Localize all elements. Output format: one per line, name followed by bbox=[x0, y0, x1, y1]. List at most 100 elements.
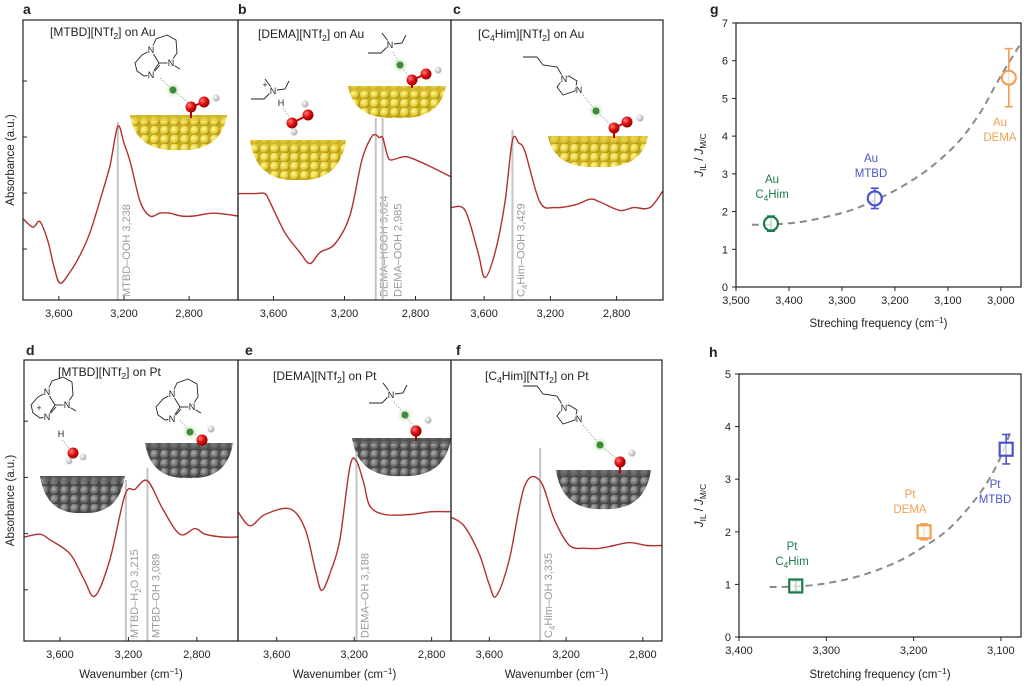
y-tick-label: 4 bbox=[725, 422, 731, 434]
point-label-name-part: DEMA bbox=[893, 504, 927, 516]
x-tick-label: 3,200 bbox=[900, 645, 928, 657]
panel-title-part: 2 bbox=[121, 371, 126, 381]
panel-title-part: ] on Au bbox=[118, 25, 155, 39]
x-tick-label: 3,100 bbox=[987, 645, 1015, 657]
bond bbox=[173, 408, 182, 418]
x-axis-label: Streching frequency (cm−1) bbox=[810, 316, 948, 330]
spectrum-curve bbox=[237, 457, 452, 592]
pt-surface-top bbox=[145, 443, 233, 449]
y-axis-label-part: Absorbance (a.u.) bbox=[5, 114, 17, 206]
point-label-metal: Pt bbox=[787, 541, 799, 553]
bond bbox=[381, 32, 389, 42]
spectrum-panel-a: a [MTBD][NTf2] on Au MTBD–OOH 3,238 3,600 3,… bbox=[5, 1, 239, 320]
peak-label: C4Him–OH 3,335 bbox=[543, 553, 557, 638]
panel-title-part: [MTBD][NTf bbox=[50, 25, 114, 39]
pt-surface-slab bbox=[556, 470, 651, 510]
gold-surface-slab bbox=[548, 136, 648, 168]
gold-surface-top bbox=[250, 140, 346, 146]
data-point-mtbd: Au MTBD bbox=[855, 153, 887, 210]
oxygen-atom-icon bbox=[608, 122, 620, 134]
marker-circle bbox=[866, 190, 883, 207]
x-tick-label: 2,800 bbox=[175, 308, 203, 320]
x-axis-label-part: ) bbox=[179, 669, 183, 681]
spectrum-curve bbox=[450, 475, 663, 598]
atom-label: N bbox=[561, 403, 568, 413]
oxygen-atom-icon bbox=[621, 116, 633, 128]
panel-title-part: [DEMA][NTf bbox=[273, 369, 338, 383]
y-tick-label: 3 bbox=[725, 474, 731, 486]
y-axis-label-part: J bbox=[694, 148, 706, 155]
data-point-mtbd: Pt MTBD bbox=[979, 433, 1014, 506]
gold-surface-slab bbox=[348, 86, 446, 119]
peak-label: MTBD–OH 3,089 bbox=[150, 554, 162, 638]
x-axis-label-part: −1 bbox=[383, 667, 393, 676]
data-point-c4him: Pt C4Him bbox=[775, 541, 809, 594]
pt-atoms bbox=[145, 443, 233, 479]
x-axis-label-part: −1 bbox=[595, 667, 605, 676]
panel-letter: e bbox=[245, 342, 253, 358]
hydrogen-atom-icon bbox=[628, 449, 636, 457]
bond bbox=[46, 376, 77, 412]
pt-surface-top bbox=[40, 476, 125, 482]
point-label-name-part: 4 bbox=[764, 194, 769, 203]
data-point-dema: Au DEMA bbox=[983, 47, 1017, 144]
x-axis-label-part: Streching frequency (cm bbox=[810, 318, 935, 330]
bond bbox=[251, 92, 271, 100]
oxygen-atom-icon bbox=[196, 434, 208, 446]
active-site-icon bbox=[396, 61, 404, 69]
point-label-name-part: DEMA bbox=[983, 132, 1017, 144]
panel-letter: f bbox=[456, 342, 461, 358]
x-axis-label-part: −1 bbox=[170, 667, 180, 676]
oxygen-atom-icon bbox=[410, 425, 422, 437]
panel-title-part: 4 bbox=[497, 375, 502, 385]
hydrogen-atom-icon bbox=[79, 453, 87, 461]
x-axis-label-part: Wavenumber (cm bbox=[293, 669, 383, 681]
y-tick-label: 4 bbox=[722, 131, 728, 143]
y-axis-label-part: M/C bbox=[699, 133, 708, 148]
y-tick-label: 5 bbox=[722, 93, 728, 105]
x-tick-label: 2,800 bbox=[629, 649, 657, 661]
charge-label: + bbox=[262, 80, 267, 90]
panel-title-part: 2 bbox=[337, 375, 342, 385]
peak-label: MTBD–OOH 3,238 bbox=[121, 204, 133, 297]
pt-surface-slab bbox=[40, 476, 125, 514]
plot-frame bbox=[450, 19, 664, 301]
x-tick-label: 3,300 bbox=[813, 645, 841, 657]
peak-label-part: DEMA–OOH 2,985 bbox=[393, 203, 405, 297]
hydrogen-bond bbox=[582, 94, 614, 128]
x-tick-label: 3,200 bbox=[340, 649, 368, 661]
data-point-dema: Pt DEMA bbox=[893, 489, 932, 541]
bond bbox=[393, 34, 407, 45]
x-axis-label-part: ) bbox=[944, 318, 948, 330]
panel-letter: a bbox=[23, 1, 31, 17]
x-tick-label: 3,600 bbox=[45, 308, 73, 320]
point-label-name: DEMA bbox=[893, 504, 927, 516]
y-axis-label-part: J bbox=[694, 499, 706, 506]
hydrogen-atom-icon bbox=[65, 457, 73, 465]
panel-title: [MTBD][NTf2] on Au bbox=[50, 25, 156, 41]
panel-letter: h bbox=[709, 344, 718, 360]
point-label-name: DEMA bbox=[983, 132, 1017, 144]
x-tick-label: 3,000 bbox=[987, 295, 1015, 307]
atom-label: N bbox=[44, 412, 51, 422]
y-tick-label: 5 bbox=[725, 369, 731, 381]
scatter-panel-g: g 3,500 3,400 3,300 3,200 3,100 3,000 0 1 2 3 4 5 6 7 S… bbox=[694, 1, 1022, 330]
x-tick-label: 3,200 bbox=[537, 308, 565, 320]
bond bbox=[369, 396, 389, 404]
atom-label: N bbox=[189, 402, 196, 412]
x-tick-label: 3,200 bbox=[552, 649, 580, 661]
atom-label: H bbox=[58, 429, 65, 439]
plot-frame bbox=[450, 359, 663, 642]
atom-label: N bbox=[168, 58, 175, 68]
marker-square bbox=[998, 441, 1014, 457]
marker-circle bbox=[762, 215, 780, 232]
peak-label-part: 4 bbox=[548, 625, 557, 630]
bond bbox=[264, 78, 272, 88]
y-axis-label-part: M/C bbox=[699, 484, 708, 499]
panel-title-part: [C bbox=[485, 369, 497, 383]
panel-title-part: [C bbox=[478, 27, 490, 41]
bond bbox=[48, 406, 57, 416]
pt-atoms bbox=[352, 438, 451, 477]
y-tick-label: 1 bbox=[725, 579, 731, 591]
